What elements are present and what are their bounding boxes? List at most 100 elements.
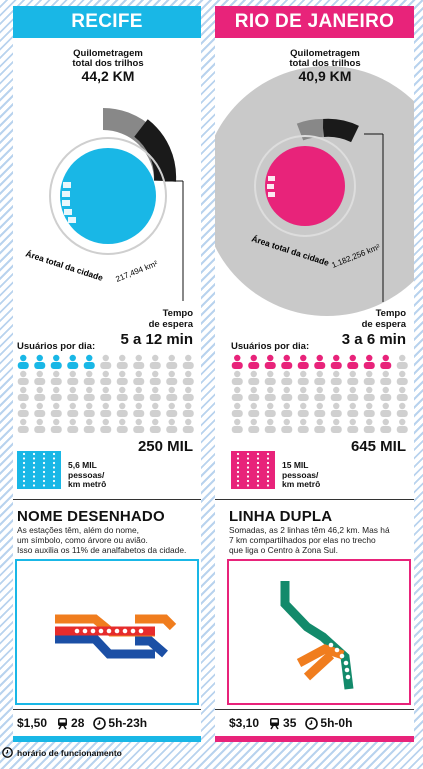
person-icon	[100, 386, 112, 401]
person-icon	[396, 354, 408, 369]
rio-track-arc-black	[322, 118, 359, 143]
person-icon	[297, 386, 309, 401]
person-icon	[116, 386, 128, 401]
rio-stations-count: 35	[283, 716, 297, 730]
person-icon	[314, 418, 326, 433]
person-icon	[166, 386, 178, 401]
person-icon	[281, 402, 293, 417]
recife-footer: $1,50 28 5h-23h	[17, 712, 201, 734]
person-icon	[264, 370, 276, 385]
person-icon	[297, 402, 309, 417]
recife-track-arc-black	[133, 119, 177, 182]
person-icon	[248, 354, 260, 369]
rio-bottom-bar	[215, 736, 414, 742]
clock-icon	[2, 747, 13, 758]
person-icon	[330, 354, 342, 369]
person-icon	[380, 354, 392, 369]
person-icon	[83, 418, 95, 433]
recife-density-square	[17, 451, 61, 489]
recife-text-line3: Isso auxilia os 11% de analfabetos da ci…	[17, 545, 187, 555]
rio-footer: $3,10 35 5h-0h	[229, 712, 413, 734]
recife-area-disc	[60, 148, 156, 244]
person-icon	[281, 354, 293, 369]
person-icon	[314, 402, 326, 417]
person-icon	[231, 354, 243, 369]
person-icon	[264, 418, 276, 433]
person-icon	[363, 402, 375, 417]
recife-price: $1,50	[17, 716, 48, 730]
rio-inner-disc	[265, 146, 345, 226]
recife-section-text: As estações têm, além do nome, um símbol…	[17, 525, 201, 555]
person-icon	[149, 354, 161, 369]
rio-espera-line2: de espera	[361, 319, 406, 330]
recife-km-label: Quilometragem total dos trilhos	[53, 49, 163, 69]
person-icon	[248, 418, 260, 433]
person-icon	[281, 370, 293, 385]
person-icon	[182, 418, 194, 433]
recife-divider	[13, 499, 201, 500]
person-icon	[347, 386, 359, 401]
person-icon	[149, 386, 161, 401]
legend: horário de funcionamento	[2, 747, 122, 758]
person-icon	[166, 402, 178, 417]
recife-espera-value: 5 a 12 min	[120, 331, 193, 348]
rio-price: $3,10	[229, 716, 260, 730]
person-icon	[347, 402, 359, 417]
recife-text-line2: um símbolo, como árvore ou avião.	[17, 535, 148, 545]
person-icon	[297, 370, 309, 385]
person-icon	[182, 386, 194, 401]
person-icon	[281, 386, 293, 401]
recife-hours: 5h-23h	[93, 716, 147, 730]
person-icon	[330, 386, 342, 401]
recife-area-value: 217,494 km²	[114, 259, 159, 284]
recife-density-line2: pessoas/	[68, 469, 105, 480]
person-icon	[264, 402, 276, 417]
person-icon	[149, 402, 161, 417]
person-icon	[363, 386, 375, 401]
rio-usuarios-value: 645 MIL	[350, 438, 406, 455]
person-icon	[347, 418, 359, 433]
rio-line-map	[227, 559, 411, 705]
person-icon	[380, 370, 392, 385]
rio-hours-text: 5h-0h	[320, 716, 353, 730]
person-icon	[264, 386, 276, 401]
person-icon	[67, 418, 79, 433]
person-icon	[380, 418, 392, 433]
recife-orange-branch	[135, 614, 177, 631]
rio-column: Área total da cidade 1.182,256 km² RIO D…	[215, 6, 414, 742]
person-icon	[182, 402, 194, 417]
person-icon	[347, 370, 359, 385]
person-icon	[34, 354, 46, 369]
person-icon	[116, 402, 128, 417]
recife-header: RECIFE	[13, 6, 201, 38]
recife-area-graphic: Área total da cidade 217,494 km²	[24, 108, 184, 301]
recife-outer-ring	[49, 137, 167, 255]
recife-footer-divider	[13, 709, 201, 710]
person-icon	[166, 370, 178, 385]
person-icon	[396, 386, 408, 401]
rio-km-value: 40,9 KM	[298, 68, 352, 84]
person-icon	[83, 386, 95, 401]
person-icon	[67, 354, 79, 369]
person-icon	[182, 370, 194, 385]
recife-stations-count: 28	[71, 716, 85, 730]
rio-espera-line1: Tempo	[375, 308, 406, 319]
rio-map-stations	[328, 642, 351, 680]
recife-blue-branch	[135, 636, 168, 658]
person-icon	[330, 402, 342, 417]
person-icon	[116, 370, 128, 385]
density-dots	[22, 452, 56, 487]
recife-section-title: NOME DESENHADO	[17, 508, 165, 525]
person-icon	[34, 402, 46, 417]
recife-station-marks	[62, 182, 76, 223]
person-icon	[396, 418, 408, 433]
person-icon	[182, 354, 194, 369]
person-icon	[133, 402, 145, 417]
train-icon	[270, 717, 280, 729]
person-icon	[133, 418, 145, 433]
train-icon	[58, 717, 68, 729]
rio-text-line2: 7 km compartilhados por elas no trecho	[229, 535, 376, 545]
person-icon	[17, 370, 29, 385]
rio-footer-divider	[215, 709, 414, 710]
recife-stations: 28	[56, 716, 84, 730]
